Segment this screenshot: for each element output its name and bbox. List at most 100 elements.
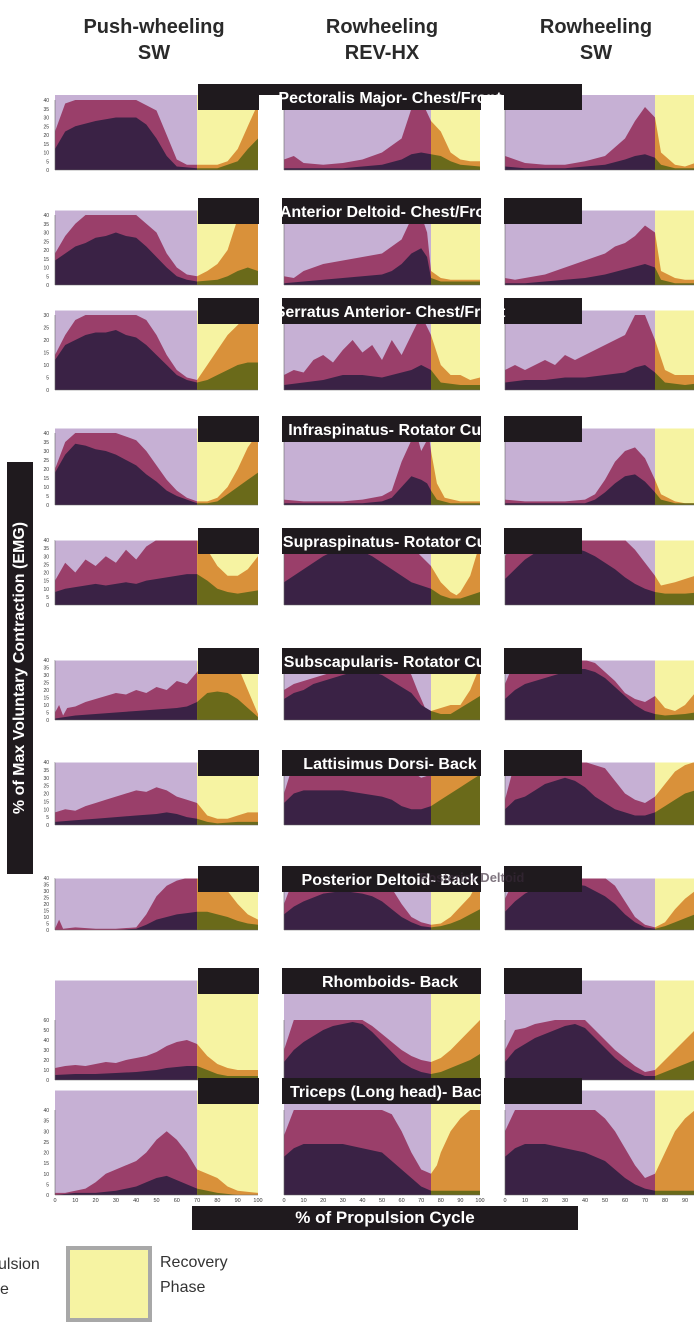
emg-panel [283, 660, 480, 721]
upper-band-area [284, 215, 431, 285]
y-tick-label: 40 [43, 98, 49, 104]
x-tick-label: 0 [503, 1198, 506, 1204]
y-tick-label: 10 [43, 703, 49, 709]
mean-area [55, 232, 198, 285]
x-tick-label: 80 [438, 1198, 444, 1204]
muscle-row [54, 540, 694, 606]
y-tick-label: 0 [46, 388, 49, 394]
x-tick-label: 0 [53, 1198, 56, 1204]
column-header-line1: Rowheeling [325, 16, 439, 38]
mean-area-recovery [197, 691, 258, 720]
y-tick-label: 30 [43, 673, 49, 679]
mean-area-recovery [655, 914, 694, 930]
y-tick-label: 20 [43, 902, 49, 908]
y-tick-label: 15 [43, 696, 49, 702]
y-axis-label: % of Max Voluntary Contraction (EMG) [11, 521, 28, 815]
y-tick-label: 35 [43, 883, 49, 889]
y-tick-label: 5 [46, 711, 49, 717]
x-tick-label: 20 [542, 1198, 548, 1204]
mean-area-recovery [197, 1188, 258, 1195]
mean-area-recovery [655, 492, 694, 505]
y-tick-label: 5 [46, 1182, 49, 1188]
x-tick-label: 80 [214, 1198, 220, 1204]
y-tick-label: 25 [43, 239, 49, 245]
x-tick-label: 100 [253, 1198, 262, 1204]
muscle-row [54, 428, 694, 506]
recovery-phase-band [655, 428, 694, 505]
y-tick-label: 10 [43, 1068, 49, 1074]
y-tick-label: 30 [43, 313, 49, 319]
legend-recovery-label-line2: Phase [160, 1279, 206, 1296]
muscle-row [54, 980, 694, 1081]
y-tick-label: 30 [43, 1129, 49, 1135]
upper-band-area-recovery [655, 117, 694, 170]
y-tick-label: 30 [43, 889, 49, 895]
x-tick-label: 70 [194, 1198, 200, 1204]
y-tick-label: 40 [43, 1038, 49, 1044]
x-tick-label: 40 [133, 1198, 139, 1204]
y-tick-label: 5 [46, 274, 49, 280]
mean-area [505, 474, 655, 505]
mean-area-recovery [197, 818, 258, 825]
y-tick-label: 5 [46, 494, 49, 500]
y-tick-label: 10 [43, 266, 49, 272]
panel-gap [259, 95, 282, 1195]
muscle-title: Posterior Deltoid- Back [302, 872, 479, 889]
x-tick-label: 70 [642, 1198, 648, 1204]
y-tick-label: 25 [43, 1140, 49, 1146]
mean-area-recovery [431, 588, 480, 605]
upper-band-area-recovery [431, 1110, 480, 1195]
x-tick-label: 40 [359, 1198, 365, 1204]
y-tick-label: 0 [46, 168, 49, 174]
upper-band-area-recovery [197, 215, 258, 285]
x-tick-label: 10 [72, 1198, 78, 1204]
y-tick-label: 0 [46, 1193, 49, 1199]
emg-panel [504, 762, 694, 826]
y-tick-label: 20 [43, 1058, 49, 1064]
y-tick-label: 30 [43, 116, 49, 122]
y-tick-label: 5 [46, 922, 49, 928]
y-tick-label: 20 [43, 792, 49, 798]
muscle-title: Subscapularis- Rotator Cuff [284, 654, 497, 671]
y-tick-label: 35 [43, 107, 49, 113]
y-tick-label: 0 [46, 603, 49, 609]
y-tick-label: 15 [43, 257, 49, 263]
y-tick-label: 0 [46, 823, 49, 829]
y-tick-label: 25 [43, 326, 49, 332]
mean-area-recovery [431, 909, 480, 930]
mean-area-recovery [431, 774, 480, 825]
x-tick-label: 20 [93, 1198, 99, 1204]
y-tick-label: 0 [46, 503, 49, 509]
mean-area-recovery [197, 472, 258, 505]
x-tick-label: 0 [282, 1198, 285, 1204]
y-tick-label: 25 [43, 458, 49, 464]
x-tick-label: 20 [320, 1198, 326, 1204]
y-tick-label: 30 [43, 776, 49, 782]
mean-area [505, 1144, 655, 1195]
column-header-rowheeling-rev-hx: Rowheeling REV-HX [282, 14, 482, 66]
y-tick-label: 15 [43, 351, 49, 357]
x-tick-label: 50 [153, 1198, 159, 1204]
mean-area-recovery [655, 1190, 694, 1195]
mean-area [284, 152, 431, 170]
y-tick-label: 35 [43, 222, 49, 228]
emg-panel [283, 980, 480, 1081]
upper-band-area-recovery [655, 1110, 694, 1195]
mean-area-recovery [431, 278, 480, 285]
y-tick-label: 25 [43, 562, 49, 568]
upper-band-area [284, 436, 431, 505]
y-tick-label: 35 [43, 1119, 49, 1125]
mean-area [284, 891, 431, 930]
emg-panel [283, 1090, 480, 1196]
column-header-line1: Push-wheeling [83, 16, 225, 38]
x-tick-label: 50 [379, 1198, 385, 1204]
y-tick-label: 10 [43, 363, 49, 369]
y-tick-label: 10 [43, 587, 49, 593]
mean-area [284, 248, 431, 285]
x-tick-label: 80 [662, 1198, 668, 1204]
mean-area [55, 330, 198, 390]
y-axis-label-bar [7, 462, 33, 874]
legend-propulsion-label-line2: e [0, 1281, 9, 1298]
emg-panel [54, 878, 258, 931]
